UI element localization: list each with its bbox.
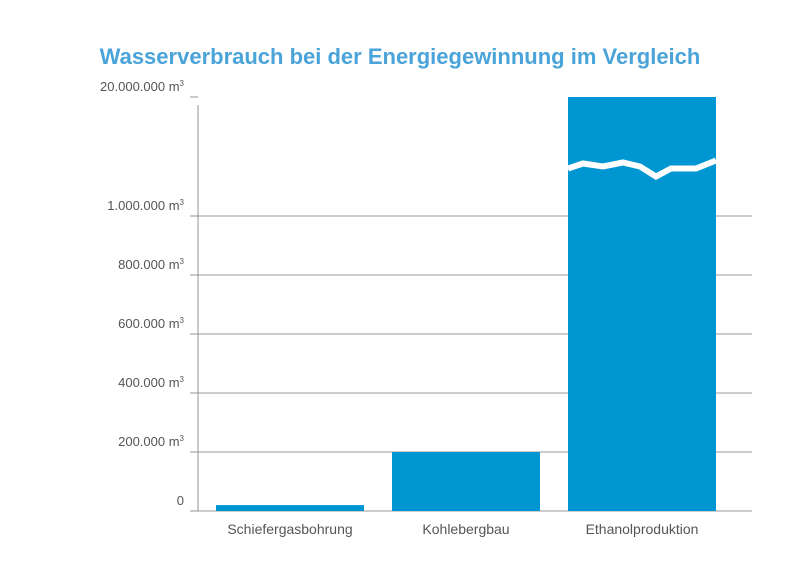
chart-title: Wasserverbrauch bei der Energiegewinnung… [99, 44, 701, 69]
bar-ethanolproduktion [568, 97, 716, 511]
x-category-label: Kohlebergbau [422, 521, 509, 537]
y-tick-label: 1.000.000 m3 [107, 198, 184, 213]
axis-break-mark [567, 157, 718, 180]
y-tick-label: 0 [177, 493, 184, 508]
x-category-label: Schiefergasbohrung [227, 521, 352, 537]
x-category-label: Ethanolproduktion [586, 521, 699, 537]
bar-kohlebergbau [392, 452, 540, 511]
y-tick-label: 20.000.000 m3 [100, 79, 185, 94]
y-tick-label: 400.000 m3 [118, 375, 184, 390]
y-tick-label: 800.000 m3 [118, 257, 184, 272]
y-tick-label: 200.000 m3 [118, 434, 184, 449]
bar-schiefergasbohrung [216, 505, 364, 511]
y-tick-label: 600.000 m3 [118, 316, 184, 331]
